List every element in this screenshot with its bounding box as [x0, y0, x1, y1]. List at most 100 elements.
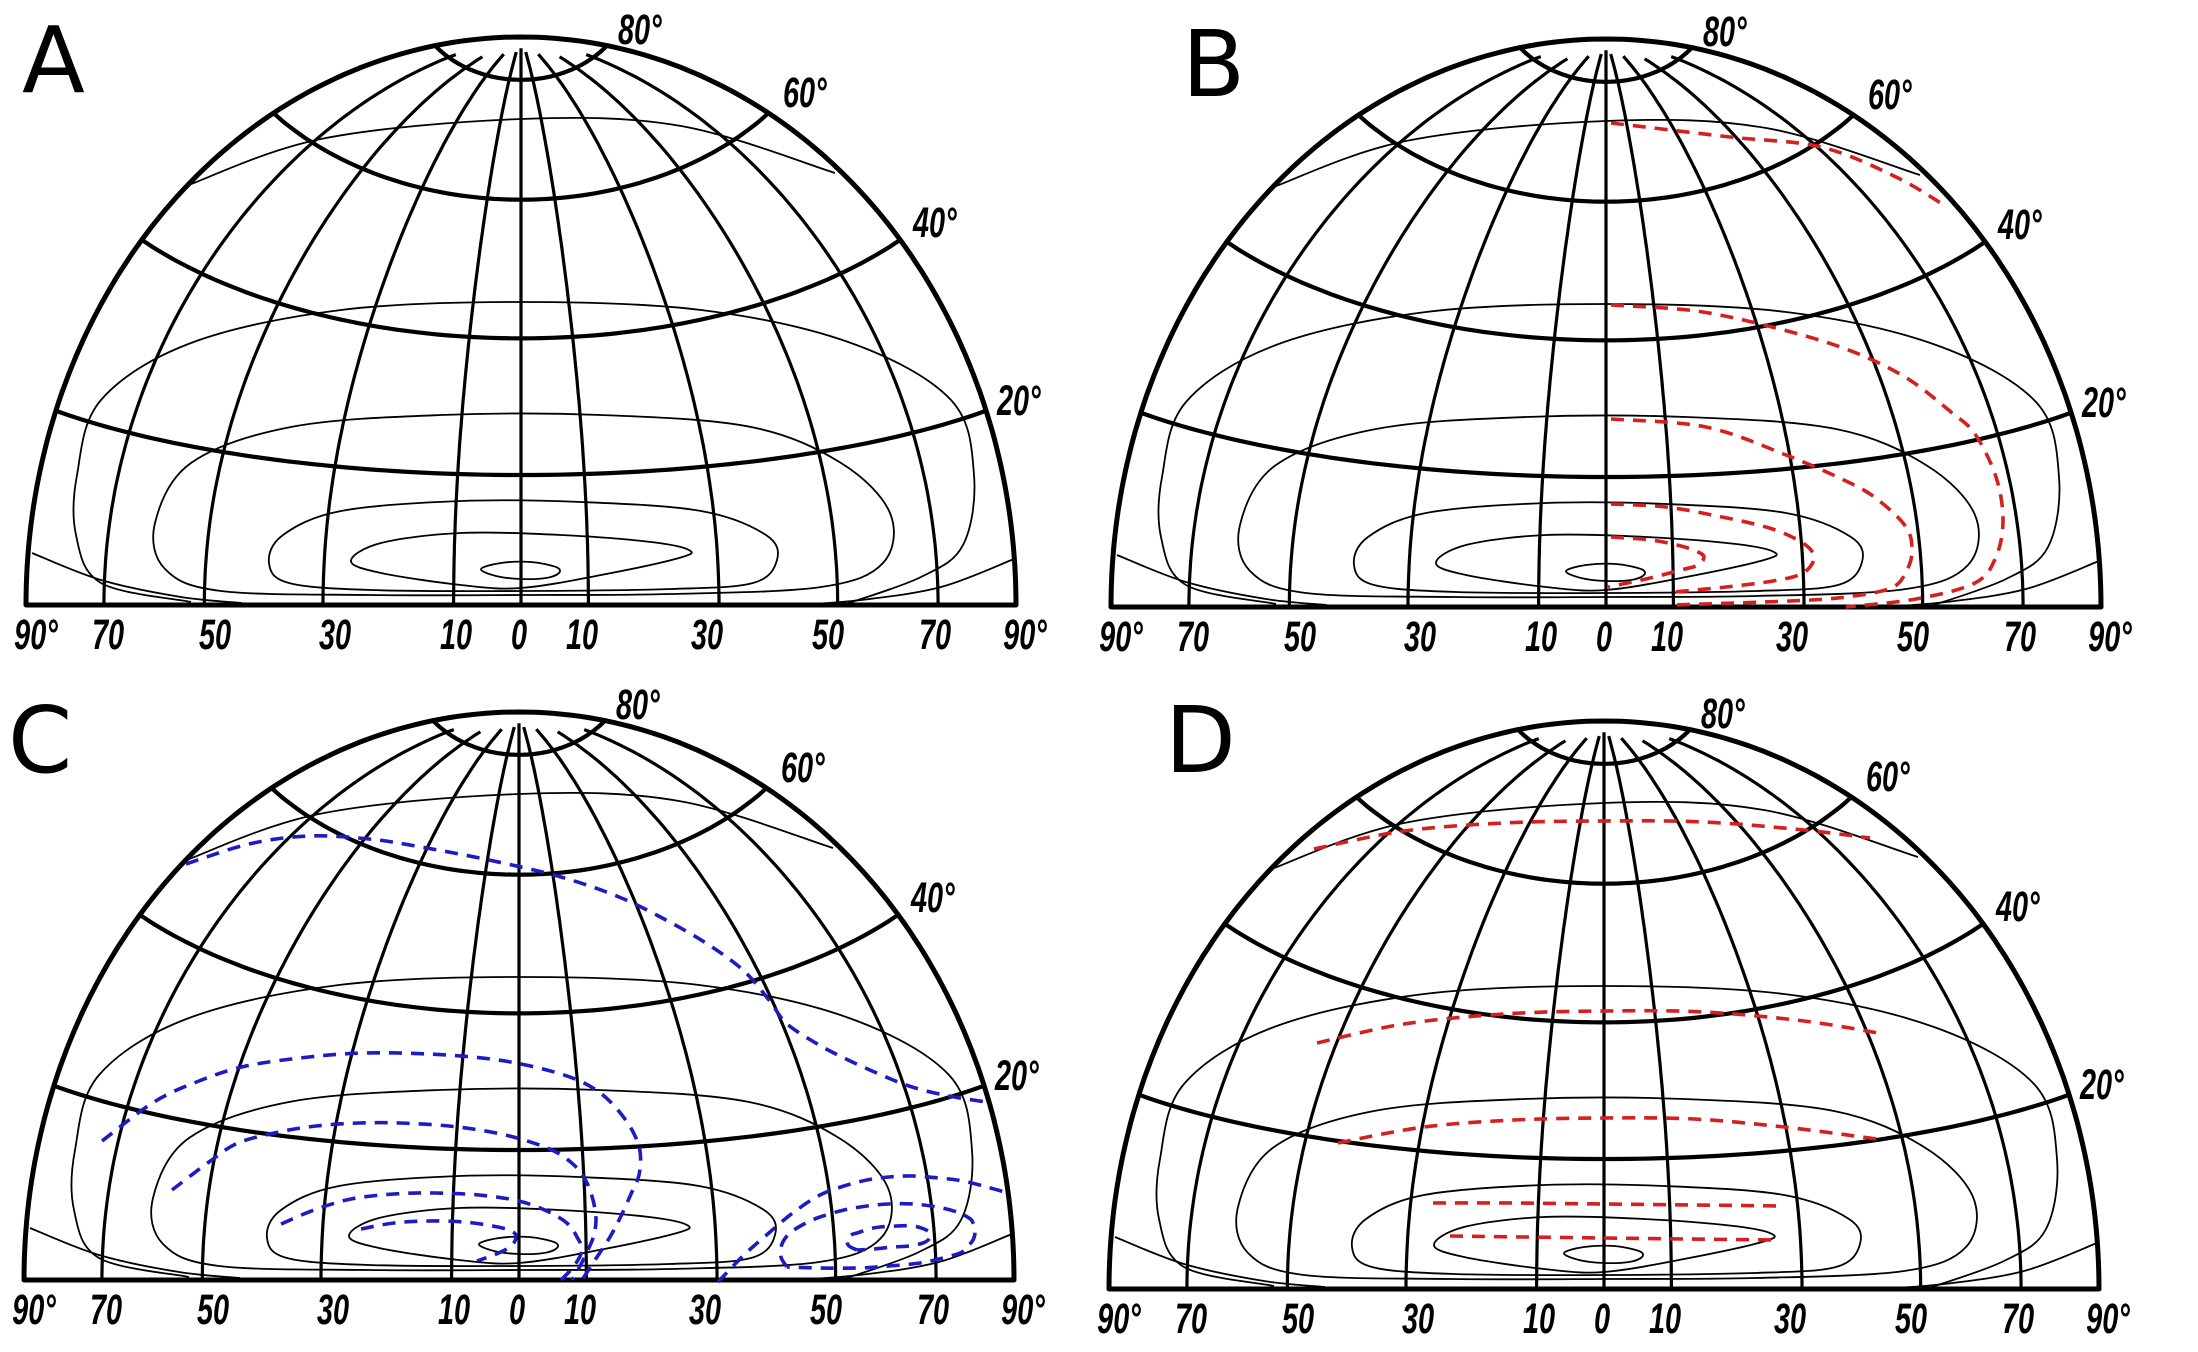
dashed-curve	[1607, 535, 1706, 589]
projection-grid: 90° 70 50 30 10 0 10 30 50 70 90° 80° 60° 40° 20°	[14, 5, 1047, 658]
longitude-label: 30	[691, 610, 723, 658]
dashed-curve	[1313, 819, 1871, 851]
parallel-40	[1225, 240, 1987, 343]
parallel-80	[431, 719, 607, 757]
longitude-label: 50	[1282, 1294, 1314, 1342]
parallels	[1140, 46, 2072, 480]
meridian-10	[1609, 53, 1675, 607]
parallels	[55, 44, 987, 478]
dashed-curve	[1316, 1008, 1885, 1045]
meridian-50	[1641, 739, 1923, 1290]
contour-line	[1433, 1215, 1776, 1274]
longitude-label: 10	[1525, 612, 1557, 660]
longitude-label: 70	[1175, 1294, 1207, 1342]
parallel-40	[140, 238, 902, 341]
dashed-curve	[1337, 1116, 1878, 1145]
parallels	[1138, 728, 2070, 1162]
meridian--10	[1537, 53, 1603, 607]
contour-line	[1235, 1096, 1978, 1281]
meridian-30	[537, 53, 721, 605]
meridian-30	[1620, 737, 1804, 1289]
meridian--50	[1287, 57, 1569, 608]
panels-root: A90° 70 50 30 10 0 10 30 50 70 90°80°60°40°20°B90°…	[8, 5, 2132, 1342]
longitude-label: 90°	[2088, 612, 2132, 660]
latitude-labels: 80° 60° 40° 20°	[618, 5, 1041, 424]
meridian--50	[200, 730, 482, 1281]
parallel-60	[1355, 795, 1853, 886]
longitude-label: 50	[199, 610, 231, 658]
meridian-50	[556, 730, 838, 1281]
contour-line	[1435, 533, 1778, 592]
meridian-30	[1622, 55, 1806, 607]
parallel-80	[433, 44, 609, 82]
parallels	[53, 719, 985, 1153]
latitude-label: 20°	[2079, 1060, 2124, 1108]
parallel-60	[272, 111, 770, 202]
meridian--10	[450, 726, 516, 1280]
longitude-label: 90°	[14, 610, 58, 658]
hemisphere-boundary	[21, 709, 1017, 1283]
contour-line	[29, 1227, 241, 1279]
contour-line	[480, 560, 561, 581]
projection-grid: 90° 70 50 30 10 0 10 30 50 70 90° 80° 60° 40° 20°	[1099, 7, 2132, 660]
meridians	[100, 723, 938, 1281]
dashed-curve	[1449, 1234, 1773, 1242]
meridian--70	[1187, 55, 1542, 608]
meridian-50	[1643, 57, 1925, 608]
panel-letter: B	[1182, 11, 1245, 118]
contour-line	[1350, 1183, 1862, 1277]
longitude-label: 30	[1402, 1294, 1434, 1342]
longitude-label: 90°	[1097, 1294, 1141, 1342]
dashed-curve	[1610, 417, 1914, 607]
meridians	[102, 48, 940, 606]
meridian-70	[1668, 737, 2023, 1290]
longitude-label: 10	[564, 1285, 596, 1333]
panel-letter: D	[1165, 687, 1236, 794]
longitude-label: 70	[919, 610, 951, 658]
meridian--30	[1404, 737, 1588, 1289]
latitude-label: 40°	[912, 198, 957, 246]
latitude-label: 60°	[1868, 70, 1912, 118]
longitude-label: 50	[1284, 612, 1316, 660]
longitude-label: 10	[1651, 612, 1683, 660]
meridian-50	[558, 55, 840, 606]
longitude-label: 90°	[2086, 1294, 2130, 1342]
latitude-label: 20°	[996, 376, 1041, 424]
contour-line	[150, 1087, 893, 1272]
panel-letter: A	[22, 7, 85, 114]
projection-grid: 90° 70 50 30 10 0 10 30 50 70 90° 80° 60° 40° 20°	[1097, 689, 2130, 1342]
meridian--70	[1185, 737, 1540, 1290]
panel-c: C 90° 70 50 30 10 0 10 30 50 70 90° 80° 60° 40° 20°	[8, 680, 1045, 1333]
longitude-label: 30	[319, 610, 351, 658]
dashed-curve	[778, 1201, 977, 1270]
longitude-label: 0	[1594, 1294, 1610, 1342]
contour-line	[267, 499, 779, 593]
longitude-label: 10	[440, 610, 472, 658]
meridian-10	[524, 51, 590, 605]
contour-line	[1563, 1244, 1644, 1265]
hemisphere-boundary	[23, 34, 1019, 608]
contour-line	[350, 531, 693, 590]
longitude-label: 90°	[1001, 1285, 1045, 1333]
longitude-labels: 90° 70 50 30 10 0 10 30 50 70 90°	[1099, 612, 2132, 660]
dashed-curve	[1432, 1201, 1784, 1208]
hemisphere-boundary	[1108, 36, 2104, 610]
contour-line	[152, 412, 895, 597]
meridian--70	[100, 728, 455, 1281]
longitude-label: 70	[2004, 612, 2036, 660]
meridian--50	[202, 55, 484, 606]
longitude-label: 30	[1774, 1294, 1806, 1342]
meridian--30	[321, 53, 505, 605]
longitude-label: 0	[509, 1285, 525, 1333]
contour-line	[31, 552, 243, 604]
longitude-labels: 90° 70 50 30 10 0 10 30 50 70 90°	[12, 1285, 1045, 1333]
longitude-label: 90°	[12, 1285, 56, 1333]
meridian-70	[583, 728, 938, 1281]
meridian--70	[102, 53, 457, 606]
latitude-labels: 80° 60° 40° 20°	[616, 680, 1039, 1099]
meridian-10	[522, 726, 588, 1280]
latitude-label: 20°	[2081, 378, 2126, 426]
latitude-label: 80°	[618, 5, 662, 53]
latitude-labels: 80° 60° 40° 20°	[1701, 689, 2124, 1108]
